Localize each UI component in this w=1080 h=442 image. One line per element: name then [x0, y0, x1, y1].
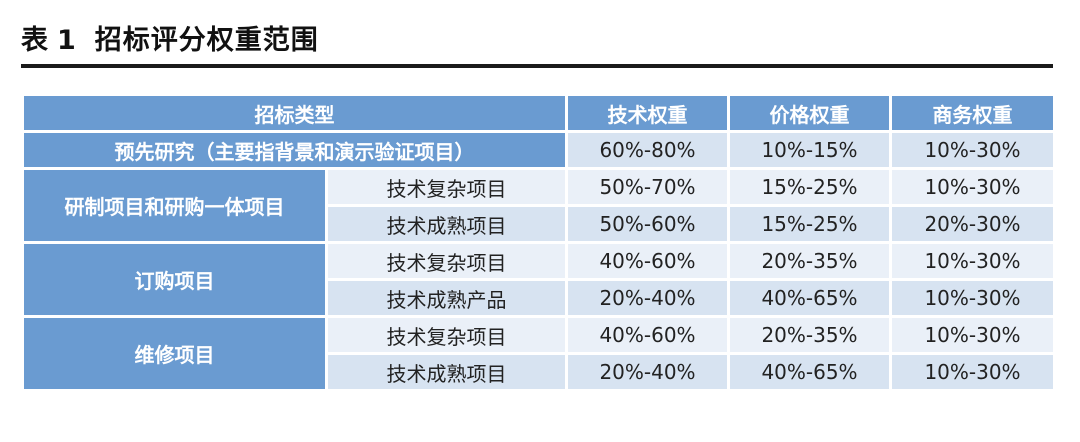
subtype-cell: 技术成熟项目 — [325, 204, 568, 244]
category-cell: 预先研究（主要指背景和演示验证项目） — [21, 130, 568, 170]
table-row: 研制项目和研购一体项目 技术复杂项目 50%-70% 15%-25% 10%-3… — [21, 167, 1056, 244]
subtype-cell: 技术复杂项目 — [325, 241, 568, 281]
price-cell: 40%-65% — [727, 352, 892, 392]
header-tech: 技术权重 — [565, 93, 730, 133]
table-row: 订购项目 技术复杂项目 40%-60% 20%-35% 10%-30% — [21, 241, 1056, 318]
category-cell: 订购项目 — [21, 241, 328, 318]
business-cell: 10%-30% — [889, 278, 1056, 318]
subtype-cell: 技术成熟项目 — [325, 352, 568, 392]
subtype-cell: 技术复杂项目 — [325, 315, 568, 355]
table-row: 技术成熟项目 50%-60% 15%-25% 20%-30% — [23, 204, 1056, 244]
header-type: 招标类型 — [21, 93, 568, 133]
tech-cell: 50%-60% — [565, 204, 730, 244]
price-cell: 15%-25% — [727, 204, 892, 244]
category-cell: 维修项目 — [21, 315, 328, 392]
table-row: 预先研究（主要指背景和演示验证项目） 60%-80% 10%-15% 10%-3… — [21, 130, 1056, 170]
price-cell: 20%-35% — [727, 315, 892, 355]
header-business: 商务权重 — [889, 93, 1056, 133]
subtype-cell: 技术成熟产品 — [325, 278, 568, 318]
table-row: 技术成熟产品 20%-40% 40%-65% 10%-30% — [23, 278, 1056, 318]
tech-cell: 40%-60% — [565, 241, 730, 281]
table-row: 技术成熟项目 20%-40% 40%-65% 10%-30% — [23, 352, 1056, 392]
title-text: 招标评分权重范围 — [94, 25, 319, 56]
table-row: 维修项目 技术复杂项目 40%-60% 20%-35% 10%-30% — [21, 315, 1056, 392]
business-cell: 10%-30% — [889, 315, 1056, 355]
business-cell: 10%-30% — [889, 241, 1056, 281]
title-number: 1 — [57, 25, 77, 56]
tech-cell: 40%-60% — [565, 315, 730, 355]
tech-cell: 50%-70% — [565, 167, 730, 207]
header-row: 招标类型 技术权重 价格权重 商务权重 — [21, 93, 1056, 133]
business-cell: 10%-30% — [889, 130, 1056, 170]
table-caption: 表 1 招标评分权重范围 — [21, 18, 319, 57]
header-price: 价格权重 — [727, 93, 892, 133]
tech-cell: 60%-80% — [565, 130, 730, 170]
price-cell: 20%-35% — [727, 241, 892, 281]
tech-cell: 20%-40% — [565, 278, 730, 318]
business-cell: 20%-30% — [889, 204, 1056, 244]
price-cell: 15%-25% — [727, 167, 892, 207]
subtype-cell: 技术复杂项目 — [325, 167, 568, 207]
page-title: 表 1 招标评分权重范围 — [21, 18, 319, 57]
weight-table: 招标类型 技术权重 价格权重 商务权重 预先研究（主要指背景和演示验证项目） 6… — [21, 93, 1056, 392]
price-cell: 10%-15% — [727, 130, 892, 170]
title-prefix: 表 — [21, 25, 49, 56]
category-cell: 研制项目和研购一体项目 — [21, 167, 328, 244]
price-cell: 40%-65% — [727, 278, 892, 318]
title-rule — [21, 64, 1053, 68]
tech-cell: 20%-40% — [565, 352, 730, 392]
business-cell: 10%-30% — [889, 167, 1056, 207]
business-cell: 10%-30% — [889, 352, 1056, 392]
